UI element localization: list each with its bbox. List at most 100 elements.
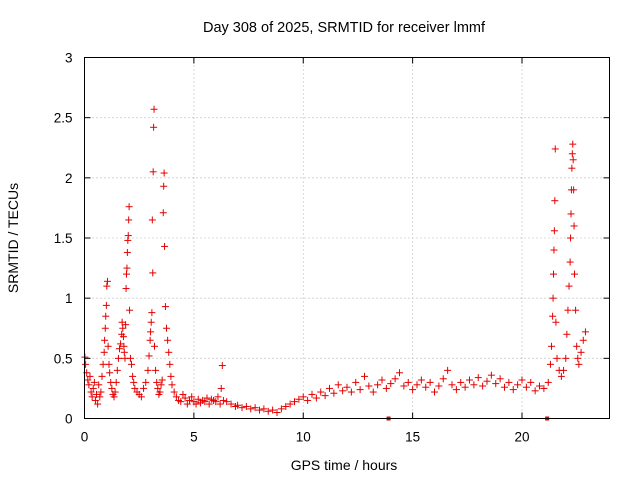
data-point bbox=[277, 405, 285, 413]
x-tick-label: 10 bbox=[296, 430, 311, 445]
plot-frame bbox=[84, 57, 610, 419]
data-point bbox=[568, 150, 576, 158]
data-point bbox=[352, 378, 360, 386]
data-point bbox=[181, 394, 189, 402]
data-point bbox=[570, 222, 578, 230]
data-point bbox=[466, 376, 473, 384]
data-point bbox=[131, 384, 139, 392]
data-point bbox=[479, 382, 487, 390]
data-point bbox=[170, 388, 178, 396]
data-point bbox=[150, 105, 158, 113]
data-point bbox=[167, 372, 175, 380]
data-point bbox=[147, 318, 155, 326]
data-point bbox=[334, 381, 342, 389]
data-point bbox=[365, 382, 373, 390]
data-point bbox=[501, 383, 508, 391]
data-point bbox=[142, 378, 150, 386]
data-point bbox=[247, 405, 255, 413]
data-point bbox=[227, 400, 235, 408]
y-tick-label: 1 bbox=[65, 291, 73, 306]
data-point bbox=[382, 384, 390, 392]
data-point bbox=[123, 264, 131, 272]
data-point bbox=[122, 285, 130, 293]
data-point bbox=[100, 348, 108, 356]
data-point bbox=[312, 394, 320, 402]
data-point bbox=[88, 393, 96, 401]
data-point bbox=[217, 384, 225, 392]
data-point bbox=[123, 270, 130, 278]
data-point bbox=[361, 372, 368, 380]
y-axis-title: SRMTID / TECUs bbox=[5, 183, 21, 293]
data-point bbox=[575, 360, 583, 368]
data-point bbox=[522, 383, 530, 391]
data-point bbox=[326, 384, 333, 392]
data-point bbox=[574, 354, 582, 362]
data-point bbox=[149, 269, 157, 277]
data-point bbox=[145, 352, 153, 360]
data-point bbox=[505, 378, 513, 386]
data-point bbox=[551, 145, 559, 153]
data-point bbox=[147, 328, 155, 336]
axis-ticks bbox=[84, 57, 610, 419]
y-tick-label: 0 bbox=[65, 412, 73, 427]
data-point bbox=[157, 381, 165, 389]
data-point bbox=[119, 324, 127, 332]
data-point bbox=[256, 406, 263, 414]
data-point bbox=[581, 328, 589, 336]
data-point bbox=[282, 402, 290, 410]
data-point bbox=[120, 342, 128, 350]
data-point bbox=[317, 388, 325, 396]
data-point bbox=[84, 376, 92, 384]
data-point bbox=[387, 380, 395, 388]
data-point bbox=[201, 398, 209, 406]
data-point bbox=[116, 345, 123, 353]
y-tick-label: 1.5 bbox=[54, 231, 73, 246]
data-point bbox=[186, 396, 193, 404]
data-point bbox=[299, 393, 307, 401]
data-point bbox=[214, 393, 222, 401]
data-point bbox=[149, 168, 157, 176]
data-point bbox=[422, 383, 430, 391]
data-point bbox=[151, 342, 158, 350]
data-point bbox=[330, 389, 338, 397]
data-point bbox=[321, 392, 329, 400]
data-point bbox=[564, 306, 572, 314]
data-point bbox=[567, 234, 575, 242]
data-point bbox=[400, 382, 408, 390]
data-point bbox=[111, 388, 119, 396]
data-point bbox=[417, 376, 425, 384]
data-point bbox=[160, 169, 168, 177]
data-point bbox=[260, 405, 268, 413]
data-point bbox=[82, 360, 90, 368]
data-point bbox=[223, 398, 231, 406]
data-point bbox=[560, 366, 568, 374]
data-point bbox=[144, 366, 152, 374]
data-point bbox=[369, 388, 377, 396]
data-point bbox=[557, 372, 565, 380]
data-point bbox=[549, 294, 557, 302]
data-point bbox=[125, 216, 133, 224]
data-point bbox=[105, 360, 113, 368]
data-point bbox=[563, 330, 571, 338]
data-point bbox=[183, 400, 191, 408]
data-point bbox=[238, 404, 246, 412]
data-point bbox=[90, 378, 98, 386]
data-point bbox=[101, 336, 109, 344]
data-point bbox=[391, 375, 399, 383]
data-point bbox=[150, 123, 158, 131]
data-point bbox=[549, 312, 557, 320]
data-point bbox=[295, 395, 303, 403]
data-point bbox=[128, 360, 136, 368]
data-point bbox=[219, 396, 227, 404]
x-tick-label: 15 bbox=[405, 430, 420, 445]
data-point bbox=[194, 395, 202, 403]
data-point bbox=[94, 400, 102, 408]
data-point bbox=[347, 388, 355, 396]
data-point bbox=[409, 386, 417, 394]
data-point bbox=[264, 407, 272, 415]
data-point bbox=[140, 384, 148, 392]
data-point bbox=[448, 381, 456, 389]
data-point bbox=[161, 242, 169, 250]
data-point bbox=[110, 393, 118, 401]
data-point bbox=[113, 366, 121, 374]
